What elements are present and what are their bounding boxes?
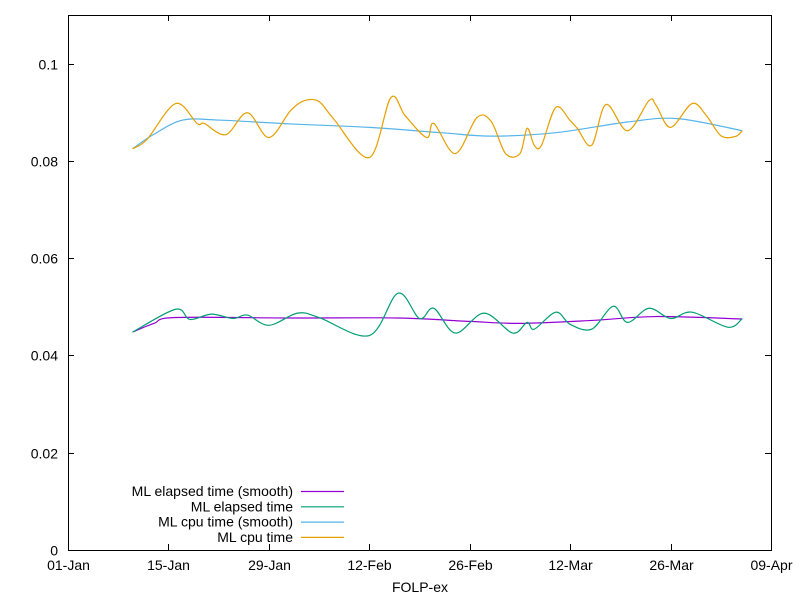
- x-tick-label: 29-Jan: [248, 557, 291, 573]
- y-tick-label: 0.02: [31, 446, 58, 462]
- x-tick-label: 15-Jan: [147, 557, 190, 573]
- x-tick-label: 26-Feb: [448, 557, 493, 573]
- y-tick-label: 0.1: [39, 57, 59, 73]
- x-tick-label: 01-Jan: [47, 557, 90, 573]
- legend-label: ML cpu time (smooth): [158, 514, 293, 530]
- x-axis-label: FOLP-ex: [392, 579, 448, 595]
- series-line-0: [132, 315, 743, 333]
- x-tick-label: 12-Feb: [347, 557, 392, 573]
- legend-label: ML elapsed time (smooth): [132, 483, 293, 499]
- plot-frame: [68, 15, 772, 551]
- y-axis: 0 0.02 0.04 0.06 0.08 0.1: [31, 57, 771, 559]
- series-line-3: [132, 95, 743, 159]
- legend-label: ML elapsed time: [191, 498, 293, 514]
- series-lines: [132, 95, 743, 337]
- y-tick-label: 0.04: [31, 348, 58, 364]
- legend: ML elapsed time (smooth)ML elapsed timeM…: [132, 483, 344, 545]
- series-line-2: [132, 117, 743, 150]
- series-line-1: [132, 292, 743, 337]
- y-tick-label: 0.06: [31, 251, 58, 267]
- x-tick-label: 26-Mar: [649, 557, 694, 573]
- legend-label: ML cpu time: [217, 529, 293, 545]
- y-tick-label: 0.08: [31, 154, 58, 170]
- x-axis: 01-Jan 15-Jan 29-Jan 12-Feb 26-Feb 12-Mar 26-M…: [47, 15, 793, 573]
- x-tick-label: 09-Apr: [750, 557, 792, 573]
- x-tick-label: 12-Mar: [548, 557, 593, 573]
- y-tick-label: 0: [50, 543, 58, 559]
